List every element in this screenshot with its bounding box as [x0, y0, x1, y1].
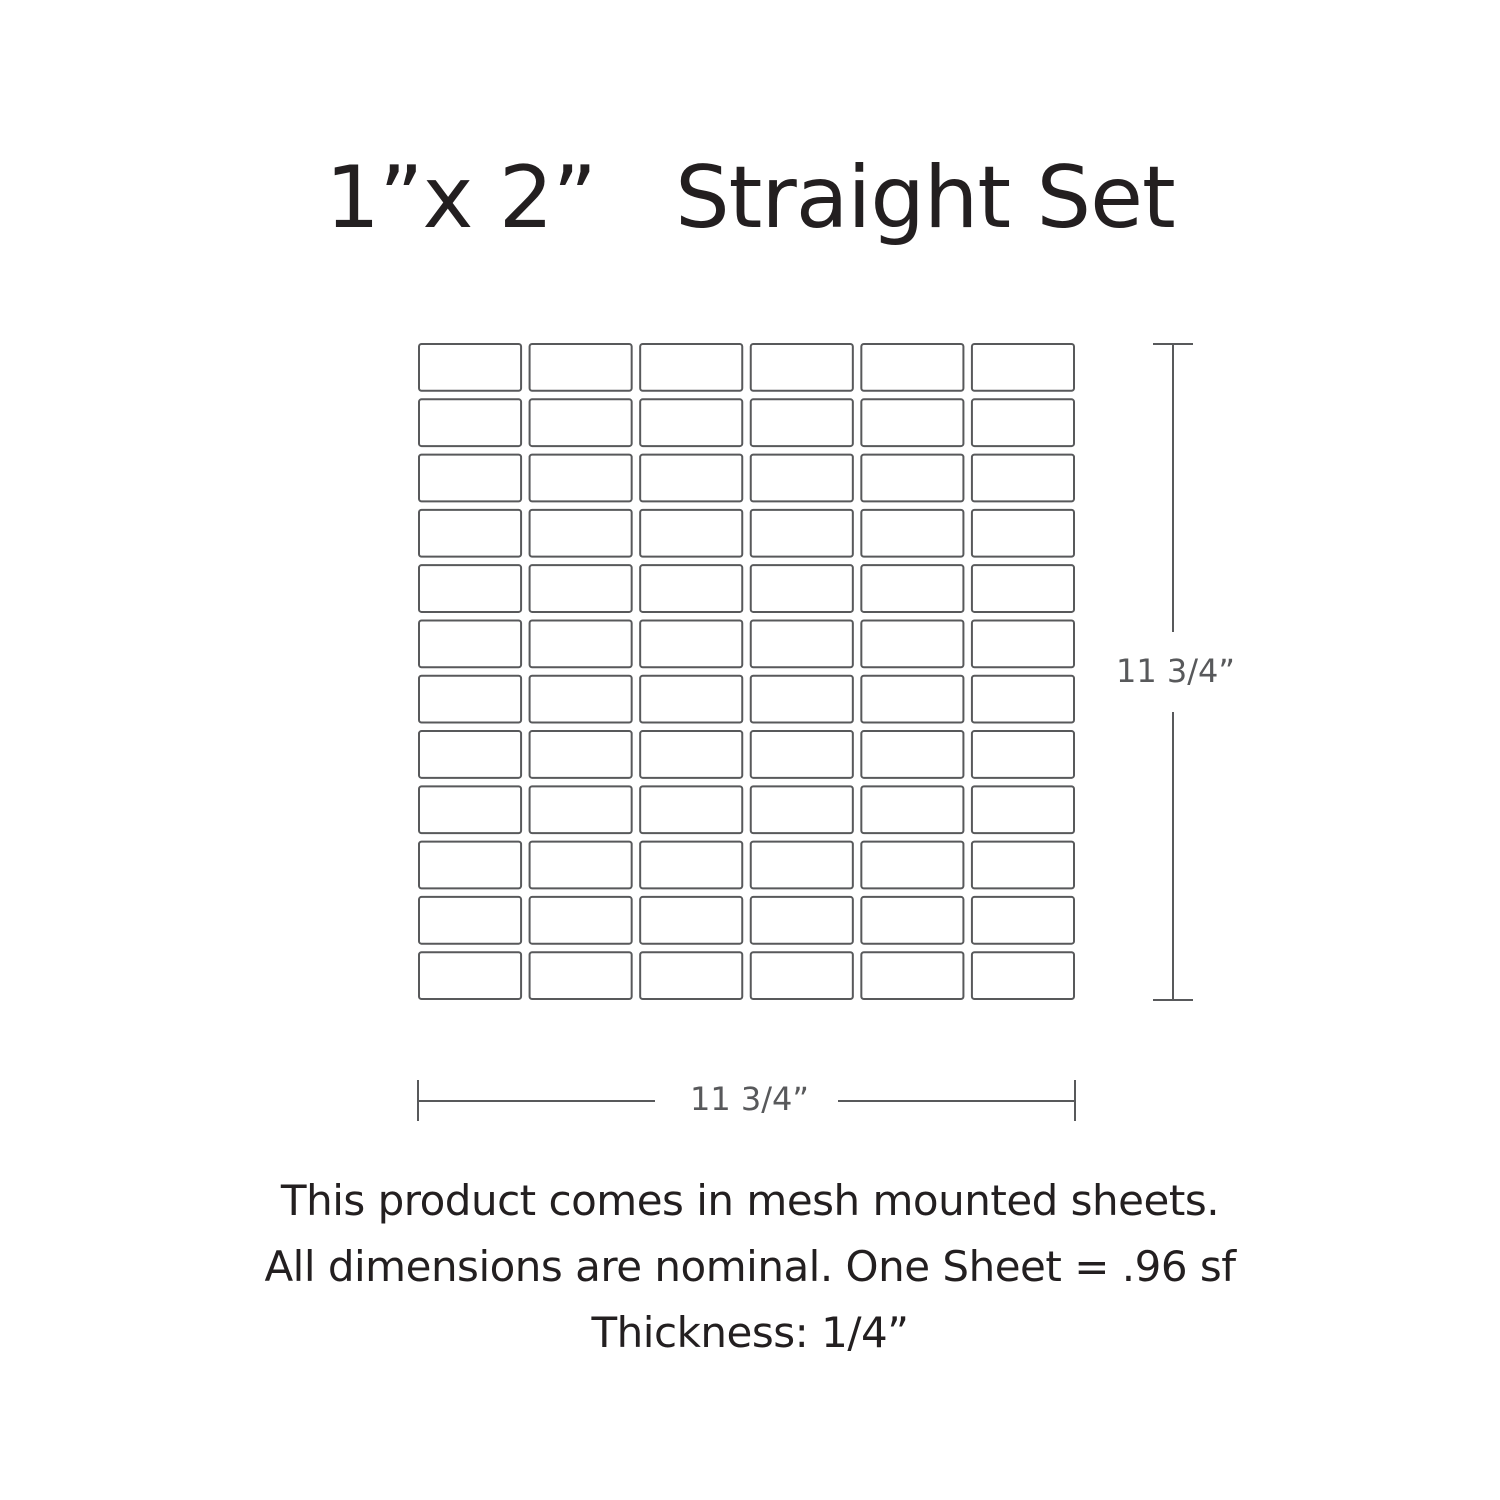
tile: [970, 619, 1076, 669]
tile: [970, 674, 1076, 724]
note-thickness: Thickness: 1/4”: [591, 1308, 909, 1357]
tile: [639, 619, 744, 669]
tile: [639, 951, 744, 1000]
tile: [749, 343, 854, 392]
tile: [639, 674, 744, 724]
tile: [970, 895, 1076, 945]
tile: [860, 398, 965, 448]
tile: [970, 951, 1076, 1000]
tile: [528, 785, 633, 835]
tile: [528, 674, 633, 724]
product-notes: This product comes in mesh mounted sheet…: [0, 1168, 1500, 1366]
height-dimension-label: 11 3/4”: [1116, 652, 1235, 690]
tile: [970, 343, 1076, 392]
tile: [860, 895, 965, 945]
tile: [860, 564, 965, 613]
tile: [970, 730, 1076, 779]
tile: [860, 785, 965, 835]
tile: [749, 951, 854, 1000]
height-dimension-line: [1153, 343, 1193, 1001]
tile: [970, 398, 1076, 448]
width-dimension-label: 11 3/4”: [690, 1080, 809, 1118]
tile: [970, 453, 1076, 503]
tile: [528, 619, 633, 669]
tile: [528, 564, 633, 613]
tile: [418, 895, 523, 945]
tile: [418, 730, 523, 779]
tile: [749, 785, 854, 835]
tile: [749, 840, 854, 890]
tile: [970, 564, 1076, 613]
tile: [528, 508, 633, 558]
tile: [749, 453, 854, 503]
tile: [418, 785, 523, 835]
tile: [970, 508, 1076, 558]
width-dimension-line: [417, 1080, 1076, 1121]
tile: [418, 674, 523, 724]
tile: [528, 453, 633, 503]
tile: [749, 674, 854, 724]
tile: [528, 398, 633, 448]
tile: [418, 398, 523, 448]
tile: [418, 619, 523, 669]
tile: [418, 508, 523, 558]
tile: [418, 840, 523, 890]
tile: [639, 564, 744, 613]
tile: [860, 840, 965, 890]
tile: [639, 453, 744, 503]
tile: [970, 785, 1076, 835]
tile: [418, 343, 523, 392]
tile: [749, 895, 854, 945]
tile: [528, 951, 633, 1000]
tile: [418, 453, 523, 503]
tile: [860, 674, 965, 724]
tile: [749, 398, 854, 448]
tile: [639, 730, 744, 779]
tile: [639, 785, 744, 835]
tile: [749, 619, 854, 669]
tile: [528, 840, 633, 890]
tile: [860, 951, 965, 1000]
tile: [749, 730, 854, 779]
tile: [418, 951, 523, 1000]
tile: [860, 343, 965, 392]
tile: [970, 840, 1076, 890]
tile: [639, 398, 744, 448]
tile: [639, 343, 744, 392]
tile: [749, 564, 854, 613]
product-title: 1”x 2” Straight Set: [325, 148, 1175, 248]
tile: [749, 508, 854, 558]
tile-grid: [418, 343, 1076, 1000]
tile: [528, 895, 633, 945]
note-mesh-mounted: This product comes in mesh mounted sheet…: [280, 1176, 1220, 1225]
tile: [418, 564, 523, 613]
tile: [528, 730, 633, 779]
tile: [528, 343, 633, 392]
note-nominal-dimensions: All dimensions are nominal. One Sheet = …: [264, 1242, 1236, 1291]
tile: [639, 895, 744, 945]
tile: [639, 840, 744, 890]
tile: [860, 508, 965, 558]
tile: [860, 453, 965, 503]
tile: [639, 508, 744, 558]
tile: [860, 619, 965, 669]
tile: [860, 730, 965, 779]
